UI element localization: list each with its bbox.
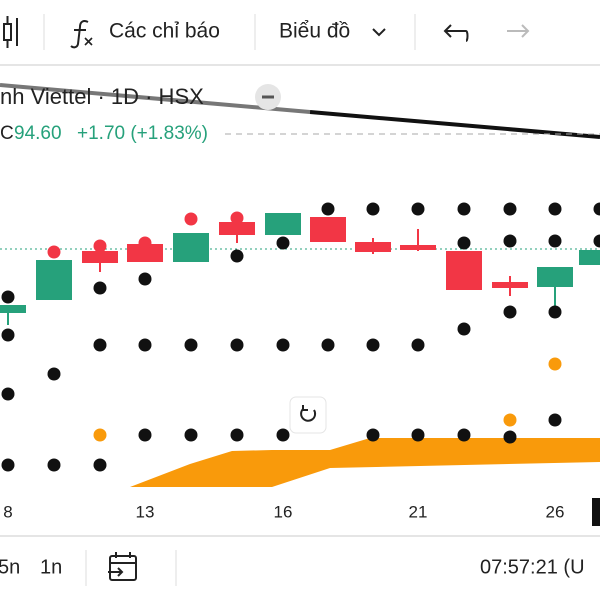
indicators-button[interactable]: Các chỉ báo: [70, 20, 220, 49]
indicator-dot: [276, 236, 290, 250]
chart-marks: [0, 202, 600, 472]
indicator-dot: [503, 202, 517, 216]
indicator-dot: [93, 338, 107, 352]
candle-body: [492, 282, 528, 288]
candle-body: [355, 242, 391, 252]
indicator-dot: [230, 249, 244, 263]
candle-body: [0, 305, 26, 313]
indicator-dot: [138, 272, 152, 286]
undo-button[interactable]: [443, 24, 469, 42]
indicator-dot: [184, 338, 198, 352]
indicator-dot: [366, 338, 380, 352]
indicator-dot: [230, 428, 244, 442]
candle-body: [400, 245, 436, 250]
candle-body: [219, 222, 255, 235]
indicator-dot: [47, 458, 61, 472]
candle-body: [173, 233, 209, 262]
indicator-dot: [276, 428, 290, 442]
indicator-dot: [503, 413, 517, 427]
indicator-dot: [230, 211, 244, 225]
candle-body: [446, 251, 482, 290]
candle-body: [310, 217, 346, 242]
indicator-dot: [138, 338, 152, 352]
chart-style-button[interactable]: [3, 16, 18, 48]
indicator-dot: [1, 290, 15, 304]
indicator-dot: [457, 202, 471, 216]
indicator-dot: [138, 428, 152, 442]
ohlc-prefix: C: [0, 123, 14, 144]
clock: 07:57:21 (U: [480, 556, 585, 578]
candle-body: [36, 260, 72, 300]
date-range-button[interactable]: [108, 552, 137, 581]
indicator-dot: [47, 245, 61, 259]
x-tick-label: 26: [546, 502, 565, 521]
reset-button[interactable]: [289, 396, 327, 434]
indicator-dot: [411, 338, 425, 352]
candle-body: [82, 251, 118, 263]
indicator-dot: [548, 202, 562, 216]
toolbar: Các chỉ báo Biểu đồ: [0, 0, 600, 66]
indicator-dot: [184, 428, 198, 442]
x-axis: 8 13 16 21 26: [3, 502, 564, 521]
redo-button[interactable]: [507, 24, 530, 38]
candle-body: [265, 213, 301, 235]
indicator-dot: [138, 236, 152, 250]
indicator-dot: [548, 413, 562, 427]
indicator-dot: [93, 458, 107, 472]
bottom-bar: 5n 1n 07:57:21 (U: [0, 535, 600, 586]
indicator-dot: [1, 328, 15, 342]
indicator-dot: [503, 305, 517, 319]
indicator-dot: [184, 212, 198, 226]
indicator-dot: [503, 234, 517, 248]
candle-body: [579, 250, 600, 265]
x-tick-label: 8: [3, 502, 12, 521]
trend-line: [0, 83, 311, 114]
candle-body: [537, 267, 573, 287]
indicator-dot: [276, 338, 290, 352]
toolbar-bg: [0, 0, 600, 65]
indicator-dot: [366, 202, 380, 216]
indicator-dot: [548, 305, 562, 319]
indicator-dot: [321, 338, 335, 352]
symbol-title: nh Viettel · 1D · HSX: [0, 84, 204, 109]
x-tick-label: 13: [136, 502, 155, 521]
indicator-dot: [548, 357, 562, 371]
price-change: +1.70 (+1.83%): [77, 123, 208, 144]
indicator-dot: [1, 458, 15, 472]
indicator-dot: [503, 430, 517, 444]
chart-type-button[interactable]: Biểu đồ: [279, 20, 386, 43]
chart-area: nh Viettel · 1D · HSX C 94.60 +1.70 (+1.…: [0, 83, 600, 487]
indicator-dot: [593, 234, 600, 248]
range-button[interactable]: 1n: [40, 556, 62, 578]
indicator-dot: [548, 234, 562, 248]
candle-body: [127, 244, 163, 262]
indicator-dot: [411, 202, 425, 216]
x-tick-label: 21: [409, 502, 428, 521]
indicator-dot: [93, 428, 107, 442]
indicator-dot: [1, 387, 15, 401]
crosshair-marker: [592, 498, 600, 526]
chart-type-label[interactable]: Biểu đồ: [279, 20, 350, 43]
trend-line: [309, 110, 600, 139]
indicator-dot: [47, 367, 61, 381]
indicator-dot: [593, 202, 600, 216]
indicator-dot: [366, 428, 380, 442]
x-tick-label: 16: [274, 502, 293, 521]
indicator-dot: [411, 428, 425, 442]
cloud-area: [130, 438, 600, 487]
indicator-dot: [93, 239, 107, 253]
close-price: 94.60: [14, 123, 62, 144]
indicator-dot: [457, 322, 471, 336]
indicators-label[interactable]: Các chỉ báo: [109, 20, 220, 43]
indicator-dot: [321, 202, 335, 216]
range-button[interactable]: 5n: [0, 556, 20, 578]
indicator-dot: [457, 428, 471, 442]
indicator-dot: [93, 281, 107, 295]
indicator-dot: [230, 338, 244, 352]
indicator-dot: [457, 236, 471, 250]
